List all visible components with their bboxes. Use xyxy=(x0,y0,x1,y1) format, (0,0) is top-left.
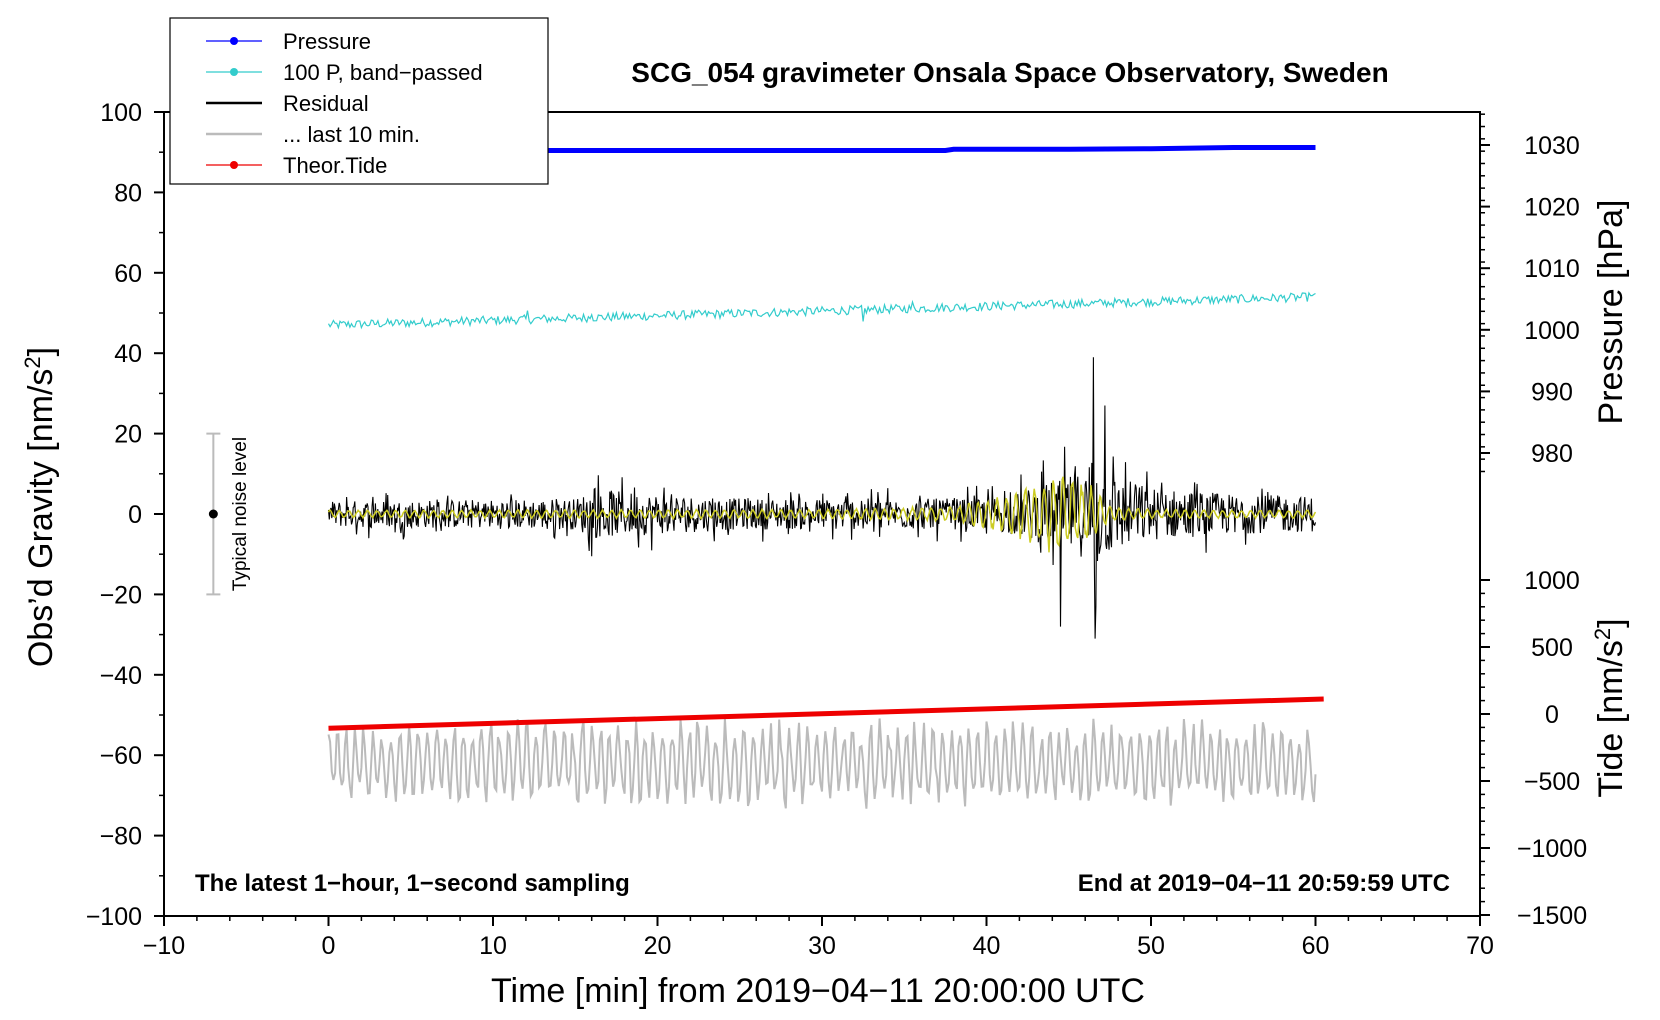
y-tick-label: −60 xyxy=(100,742,142,770)
y-axis-gravity-title-end: ] xyxy=(22,347,60,356)
x-tick-label: 60 xyxy=(1302,932,1330,960)
pressure-tick-label: 1000 xyxy=(1524,317,1580,345)
pressure-tick-label: 1020 xyxy=(1524,194,1580,222)
y-axis-tide-title: Tide [nm/s2] xyxy=(1590,618,1631,797)
y-axis-gravity-title-sup: 2 xyxy=(20,356,45,368)
series-residual xyxy=(327,357,1317,639)
y-axis-pressure: 980 990 1000 1010 1020 1030 xyxy=(1480,113,1580,473)
pressure-tick-label: 1010 xyxy=(1524,255,1580,283)
noise-level-bar xyxy=(206,432,221,596)
series-100-p-band-passed xyxy=(327,291,1316,330)
y-tick-label: −100 xyxy=(86,903,142,931)
series-residual-smoothed xyxy=(327,476,1317,553)
legend-label: Residual xyxy=(283,91,369,116)
y-tick-label: 40 xyxy=(114,340,142,368)
noise-bar-center xyxy=(208,509,218,519)
x-tick-label: 30 xyxy=(808,932,836,960)
y-tick-label: 60 xyxy=(114,260,142,288)
x-tick-label: −10 xyxy=(143,932,185,960)
y-tick-label: −40 xyxy=(100,662,142,690)
legend: Pressure 100 P, band−passed Residual ... la… xyxy=(169,17,549,185)
tide-tick-label: 0 xyxy=(1545,701,1559,729)
x-tick-label: 70 xyxy=(1466,932,1494,960)
y-axis-tide-title-end: ] xyxy=(1592,618,1630,627)
annotation-bottom-right: End at 2019−04−11 20:59:59 UTC xyxy=(1078,870,1450,897)
y-axis-gravity-title: Obs’d Gravity [nm/s2] xyxy=(20,347,61,667)
series-layer xyxy=(327,145,1324,809)
y-tick-label: 20 xyxy=(114,421,142,449)
tide-tick-label: −500 xyxy=(1524,768,1580,796)
legend-label: ... last 10 min. xyxy=(283,122,420,147)
noise-level-label: Typical noise level xyxy=(230,437,251,591)
x-tick-label: 20 xyxy=(644,932,672,960)
y-axis-pressure-title: Pressure [hPa] xyxy=(1592,200,1630,425)
x-tick-label: 50 xyxy=(1137,932,1165,960)
y-tick-label: −20 xyxy=(100,581,142,609)
legend-label: 100 P, band−passed xyxy=(283,60,483,85)
y-tick-label: 0 xyxy=(128,501,142,529)
series-last-10-min xyxy=(327,718,1317,809)
annotation-bottom-left: The latest 1−hour, 1−second sampling xyxy=(195,870,630,897)
y-tick-label: 80 xyxy=(114,179,142,207)
pressure-tick-label: 1030 xyxy=(1524,132,1580,160)
tide-tick-label: 1000 xyxy=(1524,567,1580,595)
tide-tick-label: 500 xyxy=(1531,634,1573,662)
legend-marker xyxy=(230,68,238,76)
legend-label: Theor.Tide xyxy=(283,153,387,178)
legend-entries: Pressure 100 P, band−passed Residual ... la… xyxy=(206,29,483,178)
y-axis-tide-title-main: Tide [nm/s xyxy=(1592,640,1630,797)
x-tick-label: 0 xyxy=(322,932,336,960)
pressure-tick-label: 980 xyxy=(1531,440,1573,468)
x-tick-label: 40 xyxy=(973,932,1001,960)
y-axis-gravity: −100 −80 −60 −40 −20 0 20 40 60 80 100 xyxy=(86,99,164,931)
x-tick-label: 10 xyxy=(479,932,507,960)
legend-box xyxy=(169,17,549,185)
tide-tick-label: −1500 xyxy=(1517,902,1587,930)
y-axis-tide: −1500 −1000 −500 0 500 1000 xyxy=(1480,567,1587,930)
x-axis-title: Time [min] from 2019−04−11 20:00:00 UTC xyxy=(491,972,1145,1010)
legend-label: Pressure xyxy=(283,29,371,54)
plot-area xyxy=(163,111,1481,917)
legend-marker xyxy=(230,37,238,45)
series-theor-tide xyxy=(328,696,1324,731)
y-tick-label: 100 xyxy=(100,99,142,127)
x-axis: −10 0 10 20 30 40 50 60 70 xyxy=(143,916,1494,960)
y-axis-gravity-title-main: Obs’d Gravity [nm/s xyxy=(22,369,60,668)
y-axis-tide-title-sup: 2 xyxy=(1590,628,1615,640)
y-tick-label: −80 xyxy=(100,823,142,851)
pressure-tick-label: 990 xyxy=(1531,378,1573,406)
chart-title: SCG_054 gravimeter Onsala Space Observat… xyxy=(631,57,1388,88)
tide-tick-label: −1000 xyxy=(1517,835,1587,863)
series-pressure xyxy=(328,145,1316,153)
legend-marker xyxy=(230,161,238,169)
